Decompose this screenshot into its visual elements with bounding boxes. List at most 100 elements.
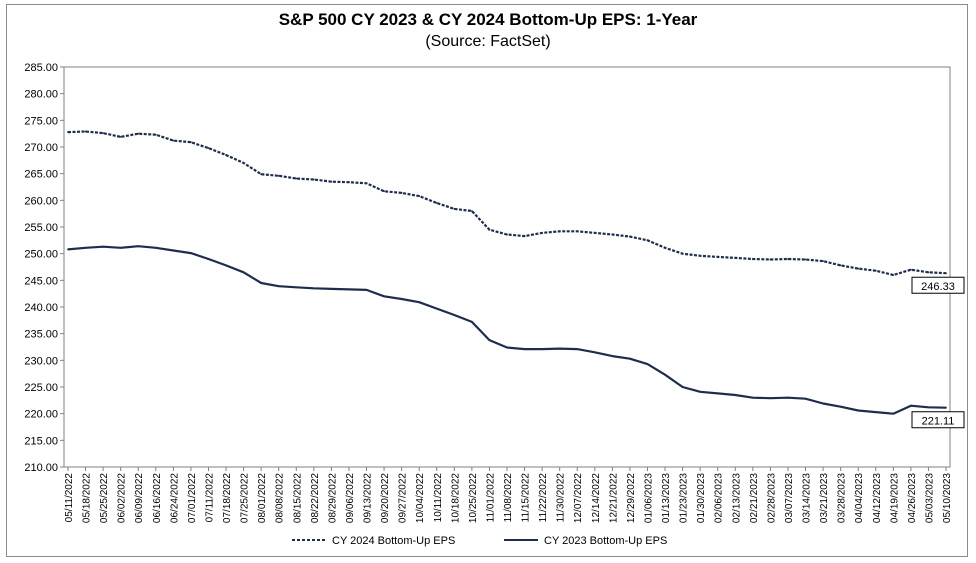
x-tick-label: 03/07/2023 bbox=[784, 473, 795, 523]
data-point bbox=[646, 363, 649, 365]
data-point bbox=[576, 230, 579, 233]
data-point bbox=[523, 348, 526, 351]
data-point bbox=[787, 396, 789, 399]
x-tick-label: 01/13/2023 bbox=[661, 473, 672, 523]
data-point bbox=[558, 230, 561, 233]
data-point bbox=[453, 207, 456, 210]
y-tick-label: 210.00 bbox=[24, 462, 58, 474]
data-point bbox=[330, 180, 333, 183]
x-tick-label: 05/03/2023 bbox=[924, 473, 935, 523]
y-tick-label: 220.00 bbox=[24, 409, 58, 421]
x-tick-label: 04/12/2023 bbox=[872, 473, 883, 523]
y-axis: 285.00 280.00 275.00 270.00 265.00 260.00 255.… bbox=[24, 62, 64, 474]
data-point bbox=[84, 130, 87, 133]
data-point bbox=[927, 406, 930, 409]
data-point bbox=[681, 386, 684, 388]
data-point bbox=[593, 231, 596, 234]
data-point bbox=[470, 210, 473, 212]
data-point bbox=[909, 404, 912, 407]
data-point bbox=[207, 258, 210, 260]
end-value-label: 221.11 bbox=[922, 416, 955, 428]
x-tick-label: 01/06/2023 bbox=[643, 473, 654, 523]
data-point bbox=[787, 258, 789, 260]
data-point bbox=[681, 252, 684, 255]
data-point bbox=[453, 314, 456, 316]
x-tick-label: 04/26/2023 bbox=[907, 473, 918, 523]
data-point bbox=[102, 132, 105, 135]
x-tick-label: 12/14/2022 bbox=[591, 473, 602, 523]
legend-label: CY 2024 Bottom-Up EPS bbox=[332, 535, 455, 547]
data-point bbox=[435, 307, 438, 310]
data-point bbox=[664, 373, 666, 376]
y-tick-label: 270.00 bbox=[24, 142, 58, 154]
data-point bbox=[207, 147, 210, 149]
x-tick-label: 11/22/2022 bbox=[538, 473, 549, 523]
data-point bbox=[295, 177, 298, 180]
data-point bbox=[945, 272, 947, 275]
data-point bbox=[857, 267, 860, 270]
data-point bbox=[67, 248, 69, 251]
x-tick-label: 11/08/2022 bbox=[503, 473, 514, 523]
data-point bbox=[383, 295, 385, 298]
x-tick-label: 06/09/2022 bbox=[134, 473, 145, 523]
x-axis: 05/11/2022 05/18/2022 05/25/2022 06/02/2022… bbox=[64, 467, 953, 523]
x-tick-label: 09/13/2022 bbox=[363, 473, 374, 523]
data-point bbox=[470, 321, 473, 323]
x-tick-label: 06/16/2022 bbox=[152, 473, 163, 523]
data-point bbox=[945, 406, 947, 409]
x-tick-label: 05/18/2022 bbox=[82, 473, 93, 523]
y-tick-label: 265.00 bbox=[24, 169, 58, 181]
data-point bbox=[435, 202, 438, 204]
data-point bbox=[839, 264, 842, 267]
data-point bbox=[348, 288, 350, 291]
data-point bbox=[418, 301, 421, 304]
x-tick-label: 07/01/2022 bbox=[187, 473, 198, 523]
data-point bbox=[260, 282, 263, 284]
data-point bbox=[541, 231, 544, 234]
plot-border bbox=[63, 66, 951, 468]
chart-title: S&P 500 CY 2023 & CY 2024 Bottom-Up EPS:… bbox=[278, 10, 698, 29]
x-tick-label: 04/19/2023 bbox=[889, 473, 900, 523]
data-point bbox=[348, 181, 350, 184]
y-tick-label: 240.00 bbox=[24, 302, 58, 314]
x-tick-label: 05/10/2023 bbox=[942, 473, 953, 523]
data-point bbox=[892, 412, 895, 415]
legend-label: CY 2023 Bottom-Up EPS bbox=[544, 535, 667, 547]
x-tick-label: 11/30/2022 bbox=[556, 473, 567, 523]
data-point bbox=[646, 239, 649, 242]
x-tick-label: 12/29/2022 bbox=[626, 473, 637, 523]
data-point bbox=[541, 348, 544, 351]
x-tick-label: 08/08/2022 bbox=[275, 473, 286, 523]
x-tick-label: 03/21/2023 bbox=[819, 473, 830, 523]
data-point bbox=[312, 287, 315, 290]
data-point bbox=[716, 255, 719, 258]
x-tick-label: 02/28/2023 bbox=[766, 473, 777, 523]
y-tick-label: 215.00 bbox=[24, 435, 58, 447]
x-tick-label: 07/11/2022 bbox=[204, 473, 215, 523]
x-tick-label: 08/29/2022 bbox=[327, 473, 338, 523]
data-point bbox=[927, 271, 930, 274]
data-point bbox=[716, 392, 719, 395]
data-point bbox=[383, 190, 385, 193]
data-point bbox=[190, 252, 192, 255]
data-point bbox=[330, 287, 333, 290]
x-tick-label: 09/06/2022 bbox=[345, 473, 356, 523]
x-tick-label: 09/20/2022 bbox=[380, 473, 391, 523]
data-point bbox=[295, 286, 298, 289]
data-point bbox=[506, 233, 508, 236]
end-value-label: 246.33 bbox=[921, 281, 955, 293]
data-point bbox=[242, 271, 245, 274]
x-tick-label: 11/01/2022 bbox=[485, 473, 496, 523]
x-tick-label: 02/06/2023 bbox=[714, 473, 725, 523]
data-point bbox=[804, 397, 807, 400]
x-tick-label: 09/27/2022 bbox=[398, 473, 409, 523]
end-labels: 246.33 221.11 bbox=[911, 276, 965, 429]
y-tick-label: 230.00 bbox=[24, 355, 58, 367]
plot-area bbox=[63, 66, 951, 468]
data-point bbox=[629, 235, 631, 238]
data-point bbox=[822, 402, 824, 405]
data-point bbox=[839, 405, 842, 408]
x-tick-label: 12/07/2022 bbox=[573, 473, 584, 523]
data-point bbox=[751, 396, 754, 399]
x-tick-label: 08/15/2022 bbox=[292, 473, 303, 523]
